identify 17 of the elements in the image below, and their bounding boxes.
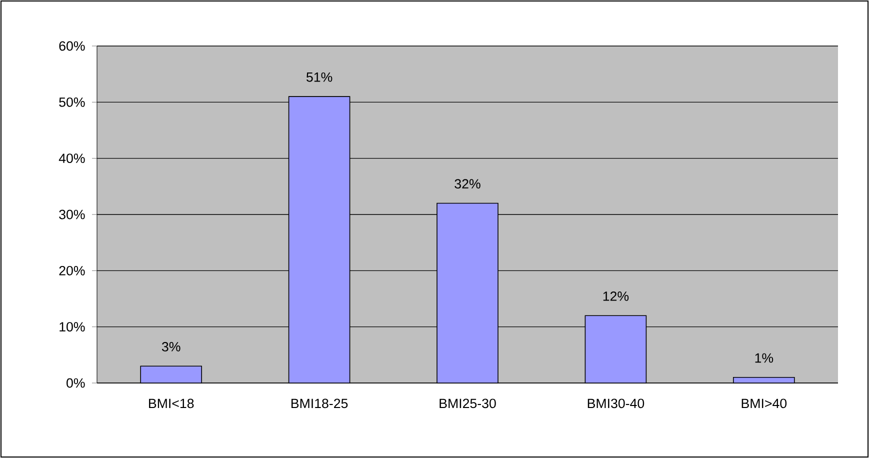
y-tick-label: 60% [59, 41, 85, 51]
y-tick-label: 50% [59, 97, 85, 107]
data-label: 3% [162, 342, 180, 352]
y-tick-label: 20% [59, 266, 85, 276]
x-tick-label: BMI25-30 [440, 398, 496, 408]
x-tick-label: BMI>40 [742, 398, 787, 408]
y-tick-label: 30% [59, 210, 85, 220]
y-tick-label: 10% [60, 322, 85, 332]
y-tick-label: 0% [66, 378, 85, 388]
data-label: 12% [603, 292, 629, 301]
x-tick-label: BMI<18 [149, 398, 194, 408]
x-tick-label: BMI30-40 [588, 398, 644, 408]
data-label: 1% [755, 353, 774, 363]
x-tick-label: BMI18-25 [291, 398, 348, 408]
data-label: 51% [306, 72, 332, 82]
data-label: 32% [454, 179, 480, 189]
y-tick-label: 40% [58, 154, 85, 164]
